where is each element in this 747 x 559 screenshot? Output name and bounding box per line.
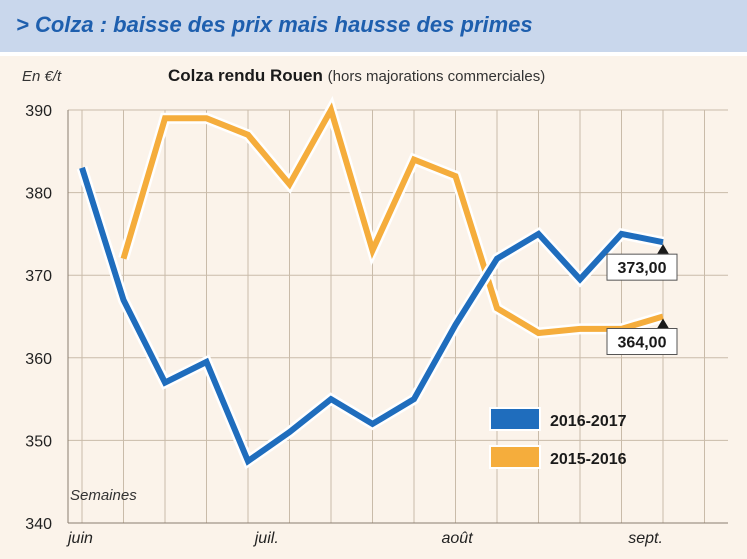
- series-line-2016-2017: [79, 166, 664, 466]
- data-label-end-value: 364,00: [618, 335, 667, 352]
- x-tick-label: sept.: [628, 530, 663, 547]
- chart-title-main: Colza rendu Rouen: [168, 66, 323, 85]
- data-label-box: [606, 253, 678, 281]
- header-banner: > Colza : baisse des prix mais hausse de…: [0, 0, 747, 55]
- series-line-2015-2016: [120, 102, 664, 337]
- y-tick-label: 350: [25, 433, 52, 450]
- y-tick-label: 390: [25, 103, 52, 120]
- data-label-end-value: 373,00: [618, 260, 667, 277]
- data-label-box: [606, 328, 678, 355]
- legend-label: 2016-2017: [550, 413, 627, 430]
- y-tick-label: 360: [25, 351, 52, 368]
- x-tick-label: juil.: [253, 530, 279, 547]
- y-axis-unit-label: En €/t: [22, 68, 62, 85]
- x-tick-label: juin: [66, 530, 93, 547]
- legend-swatch: [489, 445, 541, 469]
- data-label-pointer: [657, 318, 669, 329]
- chart-subtitle: (hors majorations commerciales): [327, 68, 546, 85]
- x-axis-label: Semaines: [70, 487, 137, 504]
- page-title: > Colza : baisse des prix mais hausse de…: [16, 12, 533, 37]
- y-tick-label: 380: [25, 186, 52, 203]
- y-tick-label: 340: [25, 516, 52, 533]
- legend-label: 2015-2016: [550, 451, 627, 468]
- y-tick-label: 370: [25, 268, 52, 285]
- plot-area: [68, 110, 728, 523]
- data-label-pointer: [657, 244, 669, 255]
- x-tick-label: août: [442, 530, 474, 547]
- legend-swatch: [489, 407, 541, 431]
- chart-title: Colza rendu Rouen (hors majorations comm…: [168, 66, 545, 86]
